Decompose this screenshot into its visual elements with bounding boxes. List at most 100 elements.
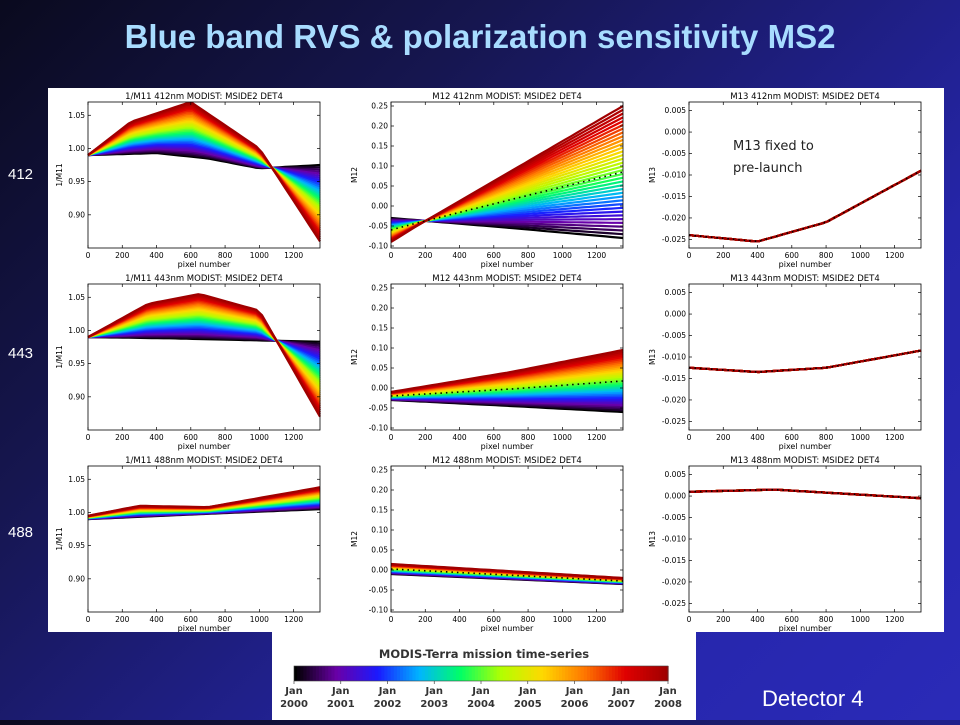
y-axis-label: M12: [350, 349, 359, 365]
x-tick-label: 1200: [587, 251, 606, 260]
series-curve: [689, 171, 921, 242]
series-curve: [689, 171, 921, 242]
colorbar-tick-month: Jan: [284, 686, 303, 697]
series-curve: [689, 171, 921, 242]
plot-frame: [689, 466, 921, 612]
colorbar-svg: MODIS-Terra mission time-seriesJan2000Ja…: [272, 632, 696, 720]
colorbar-tick-year: 2007: [607, 699, 635, 710]
x-tick-label: 1000: [851, 615, 870, 624]
x-tick-label: 800: [218, 433, 233, 442]
plot-title: 1/M11 412nm MODIST: MSIDE2 DET4: [125, 92, 283, 102]
series-curve: [689, 171, 921, 242]
series-curve: [689, 171, 921, 242]
x-axis-label: pixel number: [779, 260, 832, 269]
x-tick-label: 0: [687, 251, 692, 260]
series-curve: [689, 171, 921, 242]
plot-frame: [391, 466, 623, 612]
x-tick-label: 1000: [250, 615, 269, 624]
annotation-line: M13 fixed to: [733, 139, 814, 154]
series-curve: [689, 171, 921, 242]
y-tick-label: 0.90: [68, 574, 85, 583]
x-tick-label: 1200: [885, 433, 904, 442]
y-tick-label: 0.20: [371, 304, 388, 313]
series-curve: [689, 171, 921, 242]
x-tick-label: 1000: [553, 251, 572, 260]
plot-title: M12 443nm MODIST: MSIDE2 DET4: [432, 274, 582, 284]
x-axis-label: pixel number: [178, 260, 231, 269]
x-axis-label: pixel number: [481, 260, 534, 269]
colorbar-tick-year: 2004: [467, 699, 495, 710]
y-tick-label: 1.00: [68, 326, 85, 335]
row-label-488: 488: [8, 524, 33, 541]
x-axis-label: pixel number: [481, 624, 534, 632]
x-tick-label: 600: [184, 433, 199, 442]
colorbar-tick-year: 2003: [420, 699, 448, 710]
y-axis-label: M12: [350, 531, 359, 547]
colorbar-tick-month: Jan: [611, 686, 630, 697]
y-tick-label: 0.00: [371, 566, 388, 575]
colorbar-tick-year: 2005: [514, 699, 542, 710]
colorbar-tick-year: 2002: [374, 699, 402, 710]
colorbar-tick-month: Jan: [331, 686, 350, 697]
colorbar-title: MODIS-Terra mission time-series: [379, 647, 589, 661]
y-tick-label: 1.05: [68, 293, 85, 302]
plot-title: 1/M11 443nm MODIST: MSIDE2 DET4: [125, 274, 283, 284]
x-tick-label: 800: [819, 433, 834, 442]
x-tick-label: 600: [184, 251, 199, 260]
y-axis-label: 1/M11: [55, 345, 64, 369]
y-tick-label: 0.000: [665, 310, 687, 319]
y-tick-label: 0.000: [665, 492, 687, 501]
y-tick-label: -0.05: [369, 586, 389, 595]
x-axis-label: pixel number: [779, 624, 832, 632]
y-tick-label: 1.00: [68, 508, 85, 517]
x-tick-label: 1200: [284, 251, 303, 260]
x-tick-label: 600: [487, 615, 502, 624]
x-tick-label: 200: [716, 615, 731, 624]
annotation-line: pre-launch: [733, 161, 802, 176]
plot-frame: [689, 102, 921, 248]
row-label-412: 412: [8, 166, 33, 183]
series-curve: [689, 171, 921, 242]
series-curve: [689, 171, 921, 242]
x-tick-label: 1200: [885, 615, 904, 624]
y-axis-label: M13: [648, 167, 657, 183]
y-axis-label: M12: [350, 167, 359, 183]
x-tick-label: 1200: [284, 433, 303, 442]
plot-title: M12 488nm MODIST: MSIDE2 DET4: [432, 456, 582, 466]
y-tick-label: -0.015: [662, 374, 686, 383]
series-curve: [689, 171, 921, 242]
x-tick-label: 200: [115, 615, 130, 624]
y-tick-label: -0.010: [662, 535, 686, 544]
y-tick-label: -0.005: [662, 149, 686, 158]
series-curve: [689, 171, 921, 242]
x-tick-label: 0: [86, 615, 91, 624]
x-tick-label: 0: [86, 433, 91, 442]
x-tick-label: 400: [750, 615, 765, 624]
y-tick-label: 0.95: [68, 541, 85, 550]
x-tick-label: 800: [521, 251, 536, 260]
y-tick-label: 1.05: [68, 111, 85, 120]
series-curve: [689, 171, 921, 242]
x-tick-label: 1200: [587, 433, 606, 442]
x-axis-label: pixel number: [779, 442, 832, 451]
y-tick-label: 0.00: [371, 202, 388, 211]
y-tick-label: 0.25: [371, 284, 388, 293]
y-tick-label: 0.10: [371, 162, 388, 171]
y-tick-label: -0.020: [662, 577, 686, 586]
plot-title: M12 412nm MODIST: MSIDE2 DET4: [432, 92, 582, 102]
plot-grid-svg: 1/M11 412nm MODIST: MSIDE2 DET4 0 200 400 60…: [48, 88, 944, 632]
y-tick-label: 0.25: [371, 102, 388, 111]
x-tick-label: 1000: [250, 433, 269, 442]
x-tick-label: 400: [750, 433, 765, 442]
y-tick-label: -0.015: [662, 556, 686, 565]
y-tick-label: 0.005: [665, 288, 687, 297]
y-axis-label: 1/M11: [55, 163, 64, 187]
series-curve: [689, 171, 921, 242]
y-axis-label: 1/M11: [55, 527, 64, 551]
series-curve: [689, 171, 921, 242]
x-tick-label: 1000: [851, 251, 870, 260]
colorbar-tick-month: Jan: [424, 686, 443, 697]
